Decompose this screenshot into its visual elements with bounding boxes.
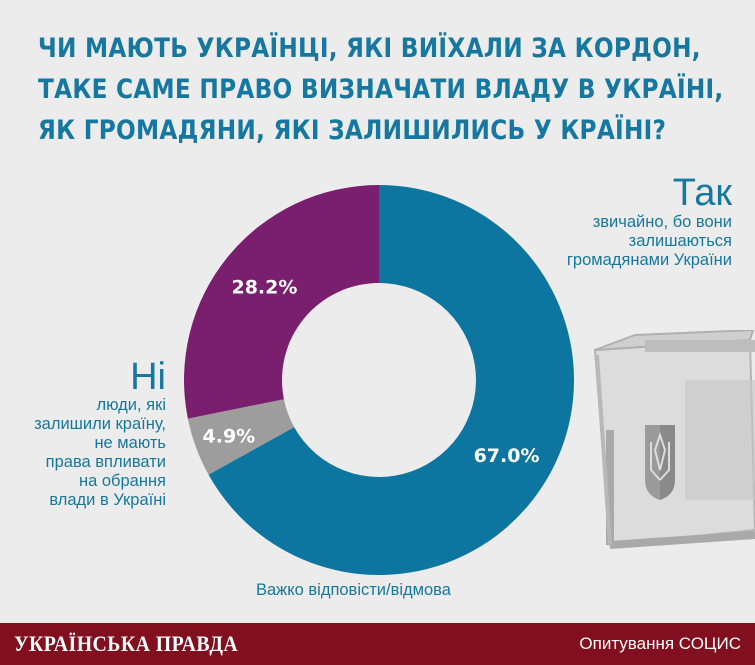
- slice-yes: [208, 185, 575, 575]
- ballot-box-icon: [593, 330, 755, 549]
- yes-desc-line: залишаються: [628, 232, 732, 250]
- no-desc-line: права впливати: [45, 453, 166, 471]
- survey-source: Опитування СОЦИС: [579, 634, 741, 653]
- no-description: люди, які залишили країну, не мають прав…: [0, 396, 166, 510]
- no-desc-line: не мають: [94, 434, 166, 452]
- label-no-percent: 28.2%: [231, 276, 297, 298]
- label-yes-percent: 67.0%: [474, 445, 540, 467]
- title-line-3: ЯК ГРОМАДЯНИ, ЯКІ ЗАЛИШИЛИСЬ У КРАЇНІ?: [38, 115, 667, 146]
- slice-no: [184, 185, 379, 419]
- no-desc-line: влади в Україні: [49, 491, 166, 509]
- footer-bar: УКРАЇНСЬКА ПРАВДА Опитування СОЦИС: [0, 623, 755, 665]
- yes-desc-line: громадянами України: [566, 251, 732, 269]
- donut-chart: 67.0% 4.9% 28.2%: [184, 185, 575, 575]
- yes-desc-line: звичайно, бо вони: [592, 213, 732, 231]
- no-legend: Ні люди, які залишили країну, не мають п…: [0, 358, 166, 510]
- no-word: Ні: [130, 356, 166, 398]
- hard-to-say-label: Важко відповісти/відмова: [256, 581, 451, 599]
- chart-title: ЧИ МАЮТЬ УКРАЇНЦІ, ЯКІ ВИЇХАЛИ ЗА КОРДОН…: [38, 28, 724, 151]
- no-desc-line: люди, які: [96, 396, 166, 414]
- slice-hard-to-say: [187, 399, 295, 475]
- title-line-2: ТАКЕ САМЕ ПРАВО ВИЗНАЧАТИ ВЛАДУ В УКРАЇН…: [38, 74, 724, 105]
- yes-legend: Так звичайно, бо вони залишаються громад…: [492, 173, 732, 270]
- title-line-1: ЧИ МАЮТЬ УКРАЇНЦІ, ЯКІ ВИЇХАЛИ ЗА КОРДОН…: [38, 33, 701, 64]
- no-desc-line: залишили країну,: [34, 415, 166, 433]
- yes-description: звичайно, бо вони залишаються громадянам…: [492, 213, 732, 270]
- brand-logo: УКРАЇНСЬКА ПРАВДА: [14, 631, 239, 656]
- yes-word: Так: [672, 172, 732, 214]
- label-hard-to-say-percent: 4.9%: [203, 425, 256, 447]
- no-desc-line: на обрання: [78, 472, 166, 490]
